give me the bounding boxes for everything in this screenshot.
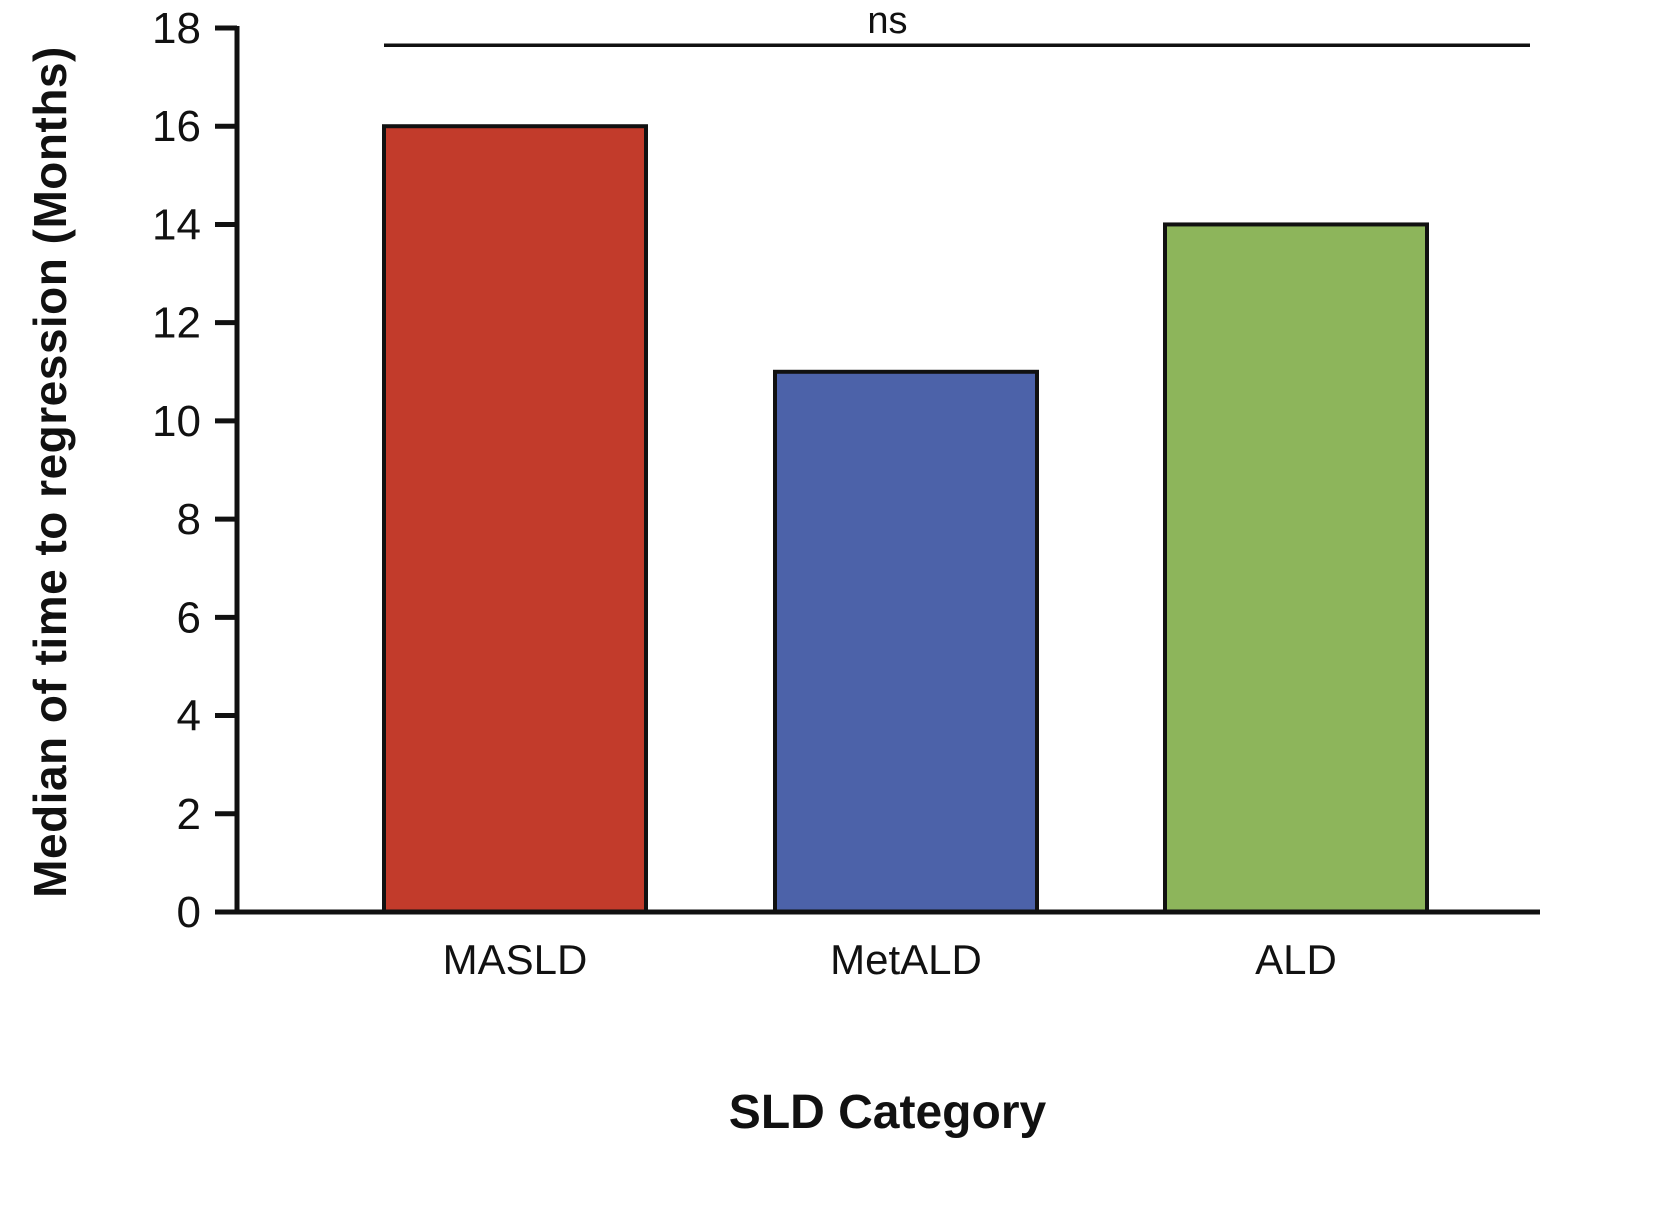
bar-ALD <box>1163 222 1429 914</box>
x-tick-label-MetALD: MetALD <box>830 936 982 983</box>
significance-annotation: ns <box>867 0 908 42</box>
y-tick-label: 4 <box>177 692 201 741</box>
y-tick-label: 8 <box>177 495 201 544</box>
y-tick-label: 2 <box>177 790 201 839</box>
x-axis-title: SLD Category <box>728 1086 1047 1139</box>
bar-MetALD <box>773 369 1039 914</box>
y-tick-label: 6 <box>177 593 201 642</box>
y-tick-label: 16 <box>152 102 201 151</box>
y-tick-label: 18 <box>152 4 201 53</box>
y-axis-title: Median of time to regression (Months) <box>24 46 76 898</box>
y-tick-label: 12 <box>152 299 201 348</box>
bar-MASLD <box>382 124 648 914</box>
x-tick-label-MASLD: MASLD <box>443 936 588 983</box>
y-tick-label: 0 <box>177 888 201 937</box>
y-tick-label: 10 <box>152 397 201 446</box>
x-tick-label-ALD: ALD <box>1255 936 1337 983</box>
y-tick-label: 14 <box>152 200 201 249</box>
